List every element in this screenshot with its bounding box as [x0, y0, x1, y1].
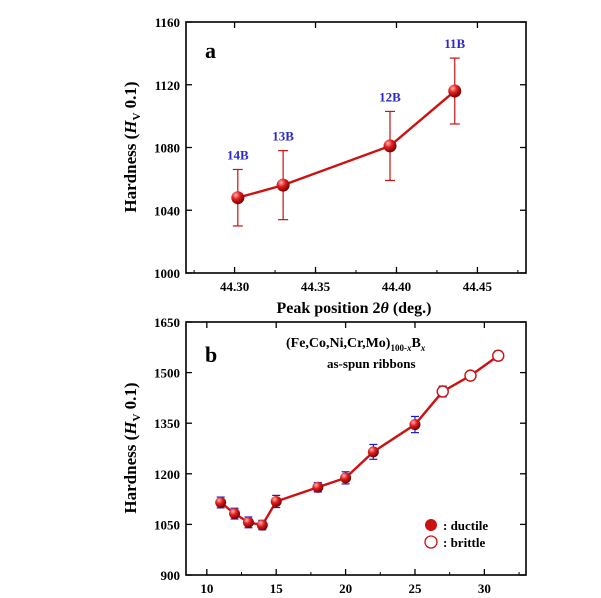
panel-b-y-axis-title: Hardness (HV 0.1) — [121, 382, 143, 513]
data-point-label: 12B — [379, 89, 401, 104]
panel-a-y-axis-title: Hardness (HV 0.1) — [121, 81, 143, 212]
panel-b-chart: b Hardness (HV 0.1) (Fe,Co,Ni,Cr,Mo)100-… — [121, 315, 527, 596]
panel-a-series: 14B 13B 12B 11B — [227, 36, 466, 227]
x-tick-label: 44.40 — [382, 279, 411, 294]
x-tick-label: 30 — [478, 581, 491, 596]
x-tick-label: 15 — [270, 581, 284, 596]
series-line — [237, 90, 456, 199]
x-tick-label: 10 — [200, 581, 213, 596]
panel-b-series — [215, 349, 505, 531]
data-point — [409, 419, 421, 431]
y-tick-label: 1000 — [154, 266, 180, 281]
data-point-brittle — [436, 385, 449, 398]
data-point — [215, 496, 227, 508]
panel-a-label: a — [205, 38, 216, 63]
x-tick-label: 44.45 — [463, 279, 493, 294]
x-tick-label: 25 — [408, 581, 422, 596]
x-tick-label: 44.30 — [220, 279, 249, 294]
x-tick-label: 44.35 — [301, 279, 331, 294]
y-tick-label: 1200 — [154, 467, 180, 482]
data-point-label: 14B — [227, 147, 249, 162]
data-point — [383, 139, 397, 153]
panel-b-composition-annotation: (Fe,Co,Ni,Cr,Mo)100-xBx — [286, 336, 426, 353]
series-line — [219, 354, 499, 527]
data-point — [276, 178, 290, 192]
data-point — [340, 472, 352, 484]
panel-b-sample-annotation: as-spun ribbons — [327, 356, 416, 371]
data-point — [367, 446, 379, 458]
data-point-label: 11B — [444, 36, 465, 51]
data-point — [256, 519, 268, 531]
data-point-label: 13B — [272, 129, 294, 144]
y-tick-label: 1120 — [155, 78, 180, 93]
y-tick-label: 1160 — [155, 15, 180, 30]
data-point-brittle — [464, 369, 477, 382]
panel-a-chart: a Hardness (HV 0.1) Peak position 2θ (de… — [121, 15, 527, 317]
y-tick-label: 900 — [161, 568, 181, 583]
data-point — [448, 84, 462, 98]
data-point-brittle — [492, 349, 505, 362]
panel-a-x-axis-title: Peak position 2θ (deg.) — [277, 300, 432, 317]
y-tick-label: 1050 — [154, 517, 180, 532]
data-point — [270, 495, 282, 507]
data-point — [229, 508, 241, 520]
legend-ductile-label: : ductile — [443, 518, 488, 533]
data-point — [312, 481, 324, 493]
panel-b-ticks: 10 15 20 25 30 900 1050 1200 1350 1500 1650 — [154, 315, 526, 596]
data-point — [231, 191, 245, 205]
y-tick-label: 1500 — [154, 366, 180, 381]
panel-b-label: b — [205, 342, 217, 367]
y-tick-label: 1650 — [154, 315, 180, 330]
x-tick-label: 20 — [339, 581, 352, 596]
panel-a-ticks: 44.30 44.35 44.40 44.45 1000 1040 1080 1120 1160 — [154, 15, 526, 294]
data-point — [242, 516, 254, 528]
y-tick-label: 1080 — [154, 141, 180, 156]
y-tick-label: 1040 — [154, 203, 180, 218]
legend-brittle-marker — [424, 535, 438, 549]
panel-b-plot-frame — [185, 321, 527, 576]
panel-b-legend: : ductile : brittle — [424, 518, 488, 550]
y-tick-label: 1350 — [154, 416, 180, 431]
legend-ductile-marker — [425, 519, 437, 531]
legend-brittle-label: : brittle — [443, 535, 485, 550]
